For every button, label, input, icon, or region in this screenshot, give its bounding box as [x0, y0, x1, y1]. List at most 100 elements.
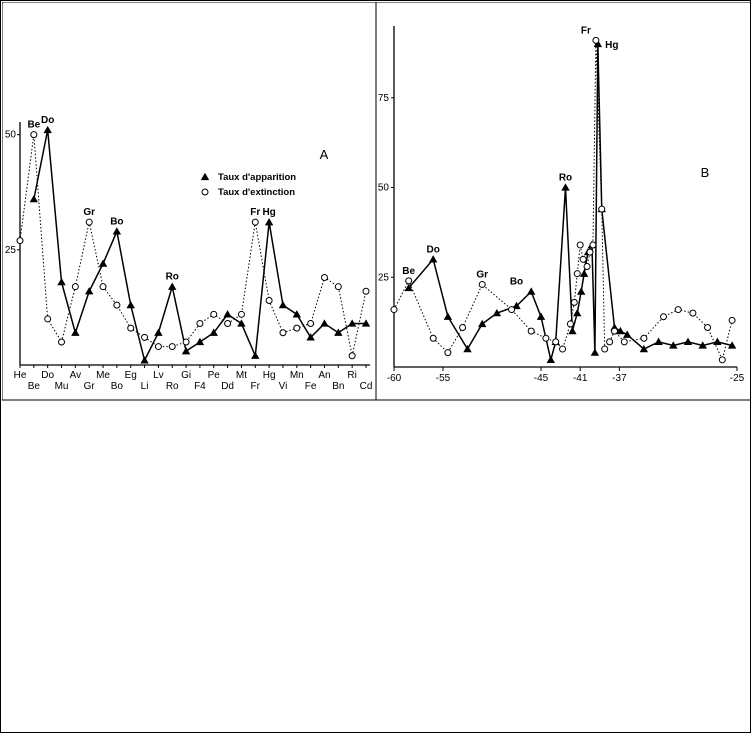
- y-tick-label-b: 75: [378, 93, 390, 104]
- data-point-b: [568, 326, 577, 335]
- data-point-b: [478, 280, 486, 288]
- series-line-b-0: [408, 43, 733, 361]
- data-point-a: [58, 338, 66, 346]
- x-tick-label-b: -55: [436, 373, 451, 384]
- data-point-b: [727, 341, 737, 349]
- x-tick-label-b: -37: [612, 373, 627, 384]
- data-point-b: [405, 277, 413, 285]
- data-point-b: [620, 338, 628, 346]
- data-point-b: [640, 334, 648, 342]
- x-tick-label-a: Fe: [305, 381, 317, 392]
- data-point-a: [362, 287, 370, 295]
- data-point-a: [223, 310, 232, 318]
- data-point-a: [112, 227, 122, 235]
- data-point-a: [237, 310, 245, 318]
- x-tick-label-a: Mu: [55, 381, 69, 392]
- point-label-b: Hg: [605, 40, 618, 51]
- data-point-a: [334, 328, 343, 336]
- data-point-a: [43, 125, 52, 134]
- point-label-a: Gr: [83, 207, 95, 218]
- data-point-a: [57, 277, 66, 286]
- data-point-a: [224, 320, 232, 328]
- data-point-a: [306, 333, 315, 341]
- x-tick-label-a: Bn: [332, 381, 344, 392]
- data-point-b: [606, 338, 614, 346]
- data-point-a: [141, 333, 149, 341]
- data-point-b: [654, 337, 663, 346]
- x-tick-label-b: -25: [730, 373, 745, 384]
- data-point-a: [71, 283, 79, 291]
- data-point-b: [527, 327, 535, 335]
- data-point-b: [573, 270, 581, 278]
- x-tick-label-a: Li: [141, 381, 149, 392]
- data-point-b: [576, 241, 584, 249]
- data-point-b: [583, 262, 591, 270]
- x-tick-label-a: He: [14, 370, 27, 381]
- x-tick-label-a: Dd: [221, 381, 234, 392]
- data-point-a: [140, 356, 149, 364]
- data-point-b: [570, 298, 578, 306]
- data-point-b: [573, 308, 582, 317]
- data-point-b: [698, 341, 707, 349]
- series-line-a-1: [19, 134, 367, 356]
- data-point-a: [251, 351, 260, 359]
- data-point-a: [16, 237, 24, 245]
- y-tick-label-a: 25: [5, 245, 17, 256]
- legend-label-extinction: Taux d'extinction: [218, 187, 295, 198]
- panel-letter-a: A: [320, 147, 329, 162]
- data-point-b: [586, 248, 594, 256]
- y-tick-label-b: 50: [378, 183, 390, 194]
- point-label-a: Hg: [262, 207, 275, 218]
- point-label-b: Ro: [559, 173, 572, 184]
- data-point-a: [196, 320, 204, 328]
- data-point-b: [639, 344, 649, 353]
- data-point-b: [601, 345, 609, 353]
- x-tick-label-a: Me: [96, 370, 110, 381]
- x-tick-label-a: Vi: [279, 381, 288, 392]
- data-point-b: [443, 312, 453, 320]
- point-label-b: Do: [427, 244, 440, 255]
- data-point-b: [546, 355, 555, 363]
- data-point-a: [182, 338, 190, 346]
- data-point-a: [99, 283, 107, 291]
- x-tick-label-a: F4: [194, 381, 206, 392]
- data-point-a: [237, 319, 246, 327]
- x-tick-label-a: Cd: [360, 381, 373, 392]
- x-tick-label-a: Av: [70, 370, 82, 381]
- point-label-a: Ro: [166, 272, 179, 283]
- x-tick-label-a: Eg: [125, 370, 137, 381]
- data-point-a: [361, 319, 371, 327]
- data-point-b: [590, 348, 600, 356]
- data-point-b: [527, 287, 536, 295]
- point-label-a: Be: [27, 120, 40, 131]
- data-point-a: [293, 324, 301, 332]
- data-point-a: [307, 320, 315, 328]
- x-tick-label-a: Bo: [111, 381, 124, 392]
- data-point-b: [713, 337, 722, 346]
- point-label-b: Fr: [581, 25, 591, 36]
- data-point-a: [251, 218, 259, 226]
- data-point-b: [718, 356, 726, 364]
- data-point-b: [593, 39, 603, 48]
- data-point-a: [85, 218, 93, 226]
- data-point-b: [459, 324, 467, 332]
- data-point-a: [278, 300, 288, 309]
- data-point-b: [463, 344, 472, 353]
- x-tick-label-b: -60: [387, 373, 402, 384]
- x-tick-label-b: -45: [534, 373, 549, 384]
- point-label-b: Bo: [510, 277, 523, 288]
- data-point-a: [264, 217, 274, 226]
- data-point-b: [660, 313, 667, 321]
- data-point-b: [404, 283, 413, 292]
- data-point-b: [566, 320, 574, 328]
- data-point-a: [279, 329, 287, 337]
- data-point-b: [478, 319, 487, 328]
- data-point-b: [674, 306, 682, 314]
- data-point-b: [492, 308, 502, 317]
- data-point-a: [292, 310, 301, 318]
- data-point-a: [71, 328, 80, 336]
- data-point-b: [559, 345, 567, 353]
- data-point-b: [444, 349, 452, 357]
